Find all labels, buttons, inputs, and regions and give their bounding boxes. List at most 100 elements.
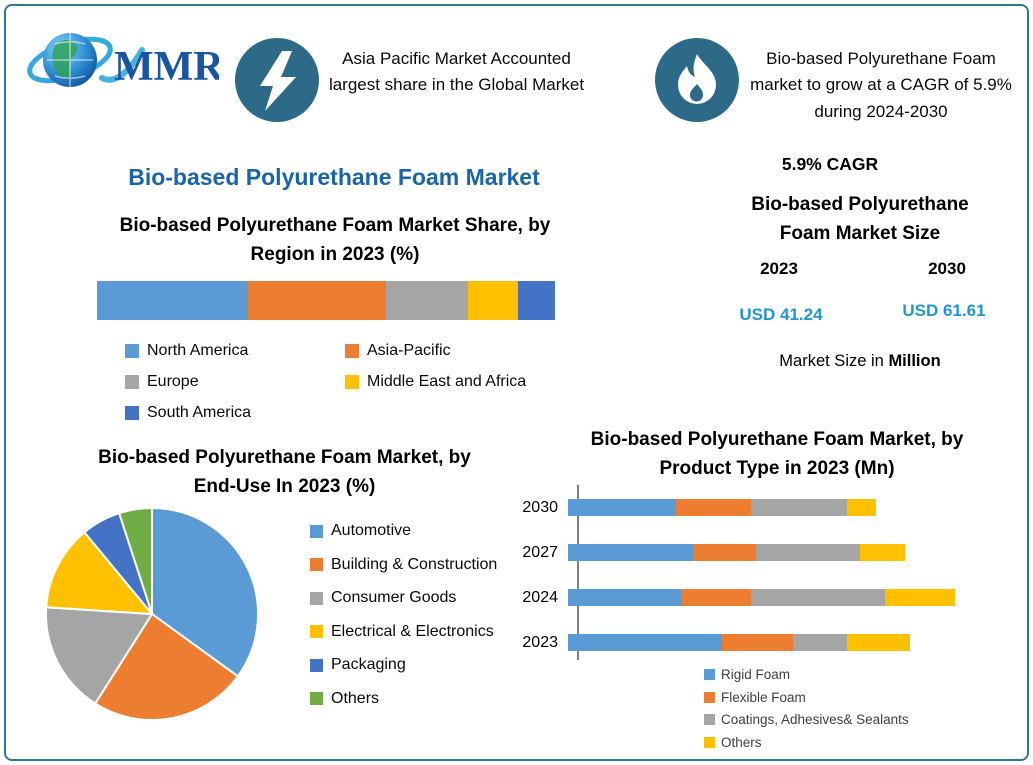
legend-swatch: [704, 669, 715, 680]
legend-item-others: Others: [310, 690, 497, 708]
legend-swatch: [704, 691, 715, 703]
product-bar-row-2030: 2030: [515, 485, 968, 530]
legend-swatch: [345, 344, 359, 358]
product-bar-segment: [568, 589, 681, 606]
product-bar-segment: [859, 544, 906, 561]
legend-swatch: [704, 714, 715, 725]
pie-slice: [45, 530, 155, 616]
legend-swatch: [704, 736, 715, 748]
product-bar-segment: [792, 634, 848, 651]
region-bar-segment: [467, 281, 519, 320]
product-bar-segment: [847, 634, 910, 651]
globe-grid: [47, 33, 93, 87]
product-bar-segment: [722, 634, 793, 651]
legend-swatch: [310, 558, 323, 571]
end-use-pie: [44, 506, 260, 722]
product-bar-segment: [568, 544, 693, 561]
product-bar-track-2024: [568, 589, 968, 606]
legend-item-rigid-foam: Rigid Foam: [704, 667, 909, 682]
product-chart-axis: [577, 485, 579, 660]
legend-item-middle-east-and-africa: Middle East and Africa: [345, 373, 565, 391]
market-size-title: Bio-based Polyurethane Foam Market Size: [751, 194, 969, 245]
legend-swatch: [310, 524, 323, 538]
product-bar-segment: [568, 499, 677, 516]
logo-swoosh: [99, 47, 145, 83]
flame-icon-circle: [655, 38, 739, 122]
product-bar-row-2024: 2024: [515, 575, 968, 620]
flame-icon: [678, 54, 716, 104]
legend-swatch: [310, 625, 323, 638]
legend-item-asia-pacific: Asia-Pacific: [345, 342, 565, 360]
legend-label: Automotive: [331, 522, 412, 539]
legend-label: Others: [721, 734, 762, 750]
legend-label: Others: [331, 689, 380, 707]
legend-label: North America: [147, 342, 249, 359]
region-bar-segment: [385, 281, 468, 320]
page-title: Bio-based Polyurethane Foam Market: [128, 164, 540, 190]
product-bar-segment: [751, 589, 885, 606]
market-size-year-start: 2023: [760, 259, 798, 278]
product-bar-segment: [693, 544, 756, 561]
legend-swatch: [125, 344, 139, 358]
product-chart-rows: 2030 2027 2024 2023: [515, 485, 968, 665]
legend-label: Asia-Pacific: [367, 342, 451, 359]
legend-swatch: [125, 406, 139, 420]
legend-item-north-america: North America: [125, 342, 345, 360]
market-size-note-unit: Million: [888, 352, 941, 370]
end-use-pie-wrap: [38, 500, 266, 728]
product-bar-segment: [884, 589, 956, 606]
legend-label: Electrical & Electronics: [331, 622, 494, 640]
market-size-note: Market Size in Million: [735, 352, 985, 371]
lightning-icon: [260, 51, 296, 111]
legend-item-south-america: South America: [125, 404, 345, 422]
callout-asia-pacific-text: Asia Pacific Market Accounted largest sh…: [328, 49, 585, 95]
legend-item-electrical-electronics: Electrical & Electronics: [310, 623, 497, 641]
legend-item-others-product: Others: [704, 735, 909, 750]
product-bar-segment: [680, 589, 752, 606]
product-bar-segment: [755, 544, 860, 561]
legend-label: Consumer Goods: [331, 589, 457, 606]
product-bar-segment: [847, 499, 877, 516]
market-size-year-end: 2030: [928, 259, 966, 278]
legend-item-europe: Europe: [125, 373, 345, 391]
year-tick-label: 2024: [522, 588, 558, 606]
pie-slice: [151, 506, 260, 678]
pie-slice: [93, 612, 240, 722]
product-bar-segment: [751, 499, 848, 516]
legend-item-coatings-adhesives-sealants: Coatings, Adhesives& Sealants: [704, 712, 909, 727]
mmr-logo-graphic: MMR: [27, 33, 224, 90]
product-bar-row-2023: 2023: [515, 620, 968, 665]
region-bar-segment: [97, 281, 249, 320]
legend-label: Packaging: [331, 656, 406, 673]
product-chart-title: Bio-based Polyurethane Foam Market, by P…: [590, 429, 964, 479]
pie-slice: [44, 606, 154, 705]
cagr-headline: 5.9% CAGR: [781, 154, 879, 174]
end-use-legend: Automotive Building & Construction Consu…: [310, 522, 497, 708]
legend-label: Europe: [147, 373, 199, 390]
product-bar-segment: [676, 499, 752, 516]
pie-slice: [117, 506, 153, 615]
region-bar-segment: [248, 281, 386, 320]
market-size-value-end: USD 61.61: [902, 301, 986, 320]
legend-item-automotive: Automotive: [310, 522, 497, 540]
legend-label: Flexible Foam: [721, 689, 806, 705]
mmr-logo: MMR: [24, 16, 224, 109]
market-size-note-prefix: Market Size in: [779, 352, 884, 370]
product-bar-row-2027: 2027: [515, 530, 968, 575]
legend-label: Rigid Foam: [721, 667, 791, 682]
legend-swatch: [310, 591, 323, 605]
product-bar-track-2030: [568, 499, 968, 516]
region-chart-title: Bio-based Polyurethane Foam Market Share…: [119, 215, 551, 265]
infographic-canvas: MMR Asia Pacific Market Accounted larges…: [4, 4, 1029, 761]
region-bar-segment: [518, 281, 555, 320]
legend-item-flexible-foam: Flexible Foam: [704, 690, 909, 705]
region-legend: North America Asia-Pacific Europe Middle…: [125, 342, 565, 422]
year-tick-label: 2030: [522, 498, 558, 516]
lightning-icon-circle: [235, 38, 319, 122]
legend-label: Coatings, Adhesives& Sealants: [721, 712, 909, 727]
callout-cagr-text: Bio-based Polyurethane Foam market to gr…: [750, 49, 1012, 121]
legend-item-building-construction: Building & Construction: [310, 556, 497, 574]
legend-item-packaging: Packaging: [310, 656, 497, 674]
year-tick-label: 2023: [522, 633, 558, 651]
legend-swatch: [345, 375, 359, 389]
